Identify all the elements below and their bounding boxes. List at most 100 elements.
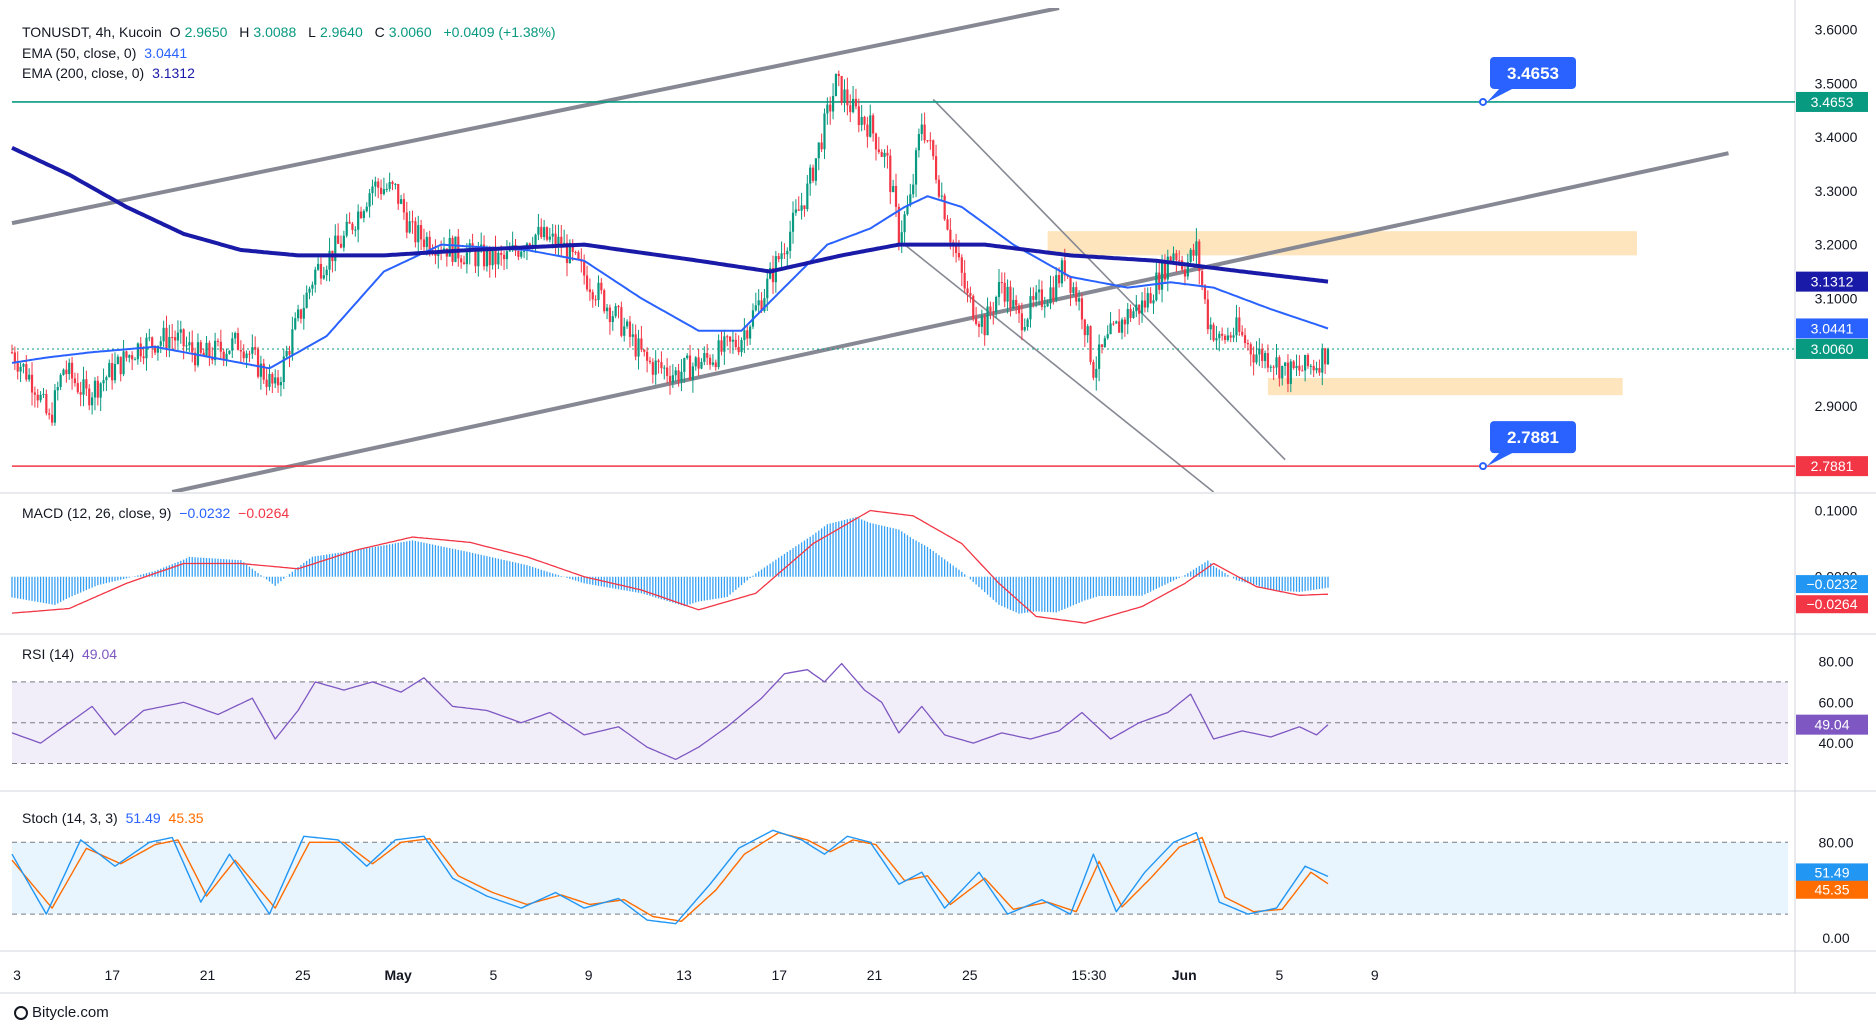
candle-body bbox=[296, 309, 300, 319]
candle bbox=[245, 350, 248, 368]
candle-body bbox=[68, 362, 71, 375]
candle-body bbox=[185, 345, 188, 347]
candle-body bbox=[1098, 344, 1101, 369]
candle bbox=[1212, 322, 1215, 342]
candle bbox=[182, 328, 185, 360]
candle-body bbox=[1206, 299, 1209, 330]
candle-body bbox=[1209, 324, 1212, 330]
candle-body bbox=[814, 158, 818, 181]
candle-body bbox=[688, 355, 692, 381]
stoch-legend[interactable]: Stoch (14, 3, 3) 51.49 45.35 bbox=[22, 810, 208, 826]
candle bbox=[877, 136, 880, 155]
candle bbox=[1235, 304, 1238, 343]
candle bbox=[594, 295, 597, 306]
candle-body bbox=[10, 352, 14, 354]
candle bbox=[214, 332, 217, 366]
candle-body bbox=[151, 337, 154, 347]
candle-body bbox=[334, 235, 337, 262]
brand-footer[interactable]: Bitycle.com bbox=[14, 1004, 109, 1021]
candle-body bbox=[248, 353, 251, 355]
candle-body bbox=[851, 98, 855, 113]
candle-body bbox=[754, 305, 757, 311]
candle-body bbox=[242, 351, 245, 359]
candle bbox=[706, 343, 709, 366]
time-tick-label: 5 bbox=[1276, 967, 1284, 983]
candle bbox=[1218, 331, 1221, 352]
candle-body bbox=[1149, 293, 1152, 304]
candle-body bbox=[1326, 348, 1330, 365]
price-plot: 3.4653 2.7881 bbox=[10, 8, 1795, 492]
candle bbox=[817, 142, 820, 171]
candle-body bbox=[28, 374, 31, 380]
candle bbox=[351, 221, 354, 235]
candle bbox=[926, 140, 929, 143]
candle-body bbox=[285, 351, 288, 357]
candle bbox=[917, 128, 920, 158]
stoch-k-badge: 51.49 bbox=[1796, 863, 1868, 882]
candle-body bbox=[1009, 286, 1012, 308]
candle-body bbox=[1160, 259, 1164, 290]
candle bbox=[986, 297, 989, 336]
candle bbox=[348, 212, 351, 224]
candle bbox=[728, 335, 732, 354]
candle-body bbox=[829, 104, 832, 112]
ema50-legend[interactable]: EMA (50, close, 0) 3.0441 bbox=[22, 45, 191, 61]
candle-body bbox=[560, 236, 563, 248]
candle-body bbox=[371, 186, 374, 194]
candle-body bbox=[70, 362, 74, 379]
candle-body bbox=[33, 392, 36, 395]
candle bbox=[119, 356, 122, 382]
badge-bg bbox=[1796, 880, 1868, 899]
candle-body bbox=[457, 236, 460, 259]
candle bbox=[837, 70, 840, 87]
candle-body bbox=[1080, 298, 1084, 320]
candle-body bbox=[225, 353, 228, 360]
candle bbox=[33, 386, 36, 408]
candle-body bbox=[517, 250, 520, 257]
candle-body bbox=[274, 377, 277, 384]
badge-label: 45.35 bbox=[1814, 882, 1849, 898]
candle bbox=[680, 359, 683, 392]
candle-body bbox=[236, 332, 240, 351]
candle bbox=[10, 344, 14, 354]
candle bbox=[1272, 365, 1275, 380]
candle-body bbox=[914, 150, 918, 185]
candle-body bbox=[728, 336, 732, 342]
candle-body bbox=[677, 370, 680, 382]
candle bbox=[1209, 317, 1212, 341]
candle-body bbox=[1017, 305, 1021, 314]
candle-body bbox=[379, 187, 383, 195]
candle bbox=[188, 331, 191, 353]
candle-body bbox=[156, 345, 160, 353]
candle bbox=[1120, 317, 1124, 340]
candle bbox=[248, 350, 251, 363]
candle-body bbox=[22, 364, 25, 367]
candle bbox=[854, 88, 858, 110]
candle-body bbox=[666, 367, 669, 377]
candle bbox=[1155, 261, 1158, 302]
candle bbox=[271, 372, 274, 394]
candle-body bbox=[1049, 287, 1052, 304]
candle bbox=[128, 354, 131, 363]
candle bbox=[45, 389, 48, 416]
candle-body bbox=[279, 382, 283, 386]
candle-body bbox=[153, 346, 157, 353]
candle-body bbox=[989, 306, 992, 312]
candle bbox=[1106, 325, 1109, 340]
candle-body bbox=[760, 300, 763, 312]
ema200-legend[interactable]: EMA (200, close, 0) 3.1312 bbox=[22, 65, 199, 81]
candle-body bbox=[1218, 333, 1221, 339]
candle bbox=[1000, 272, 1003, 294]
rsi-pane: 80.00 60.00 40.00 49.04 bbox=[11, 654, 1868, 764]
ema50-line bbox=[11, 195, 1329, 370]
candle-body bbox=[743, 330, 746, 341]
candle bbox=[365, 202, 368, 213]
candle-body bbox=[351, 223, 354, 230]
candle bbox=[791, 201, 795, 244]
ema200-line bbox=[11, 145, 1329, 284]
macd-legend[interactable]: MACD (12, 26, close, 9) −0.0232 −0.0264 bbox=[22, 505, 293, 521]
candle bbox=[291, 316, 294, 361]
badge-bg bbox=[1796, 271, 1868, 292]
rsi-legend[interactable]: RSI (14) 49.04 bbox=[22, 646, 121, 662]
